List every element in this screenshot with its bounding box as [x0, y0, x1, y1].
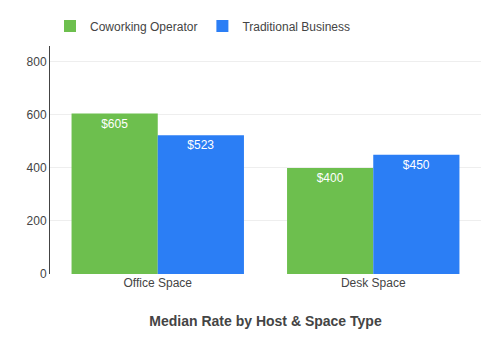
svg-text:Traditional Business: Traditional Business — [242, 20, 350, 34]
svg-text:200: 200 — [27, 214, 47, 228]
svg-text:$605: $605 — [101, 117, 128, 131]
svg-text:600: 600 — [27, 108, 47, 122]
svg-text:Median Rate by Host & Space Ty: Median Rate by Host & Space Type — [149, 313, 382, 329]
svg-text:Desk Space: Desk Space — [341, 276, 406, 290]
svg-text:400: 400 — [27, 161, 47, 175]
svg-text:$450: $450 — [403, 158, 430, 172]
svg-text:800: 800 — [27, 55, 47, 69]
svg-text:0: 0 — [40, 267, 47, 281]
svg-text:Coworking Operator: Coworking Operator — [90, 20, 197, 34]
svg-text:Office Space: Office Space — [124, 276, 193, 290]
svg-text:$523: $523 — [187, 138, 214, 152]
svg-text:$400: $400 — [317, 171, 344, 185]
